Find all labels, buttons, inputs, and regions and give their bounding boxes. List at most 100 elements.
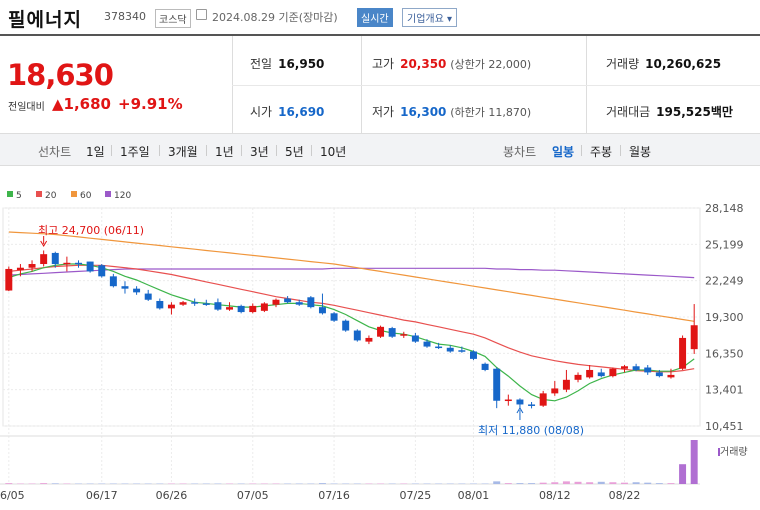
volume-bar: [621, 482, 628, 484]
volume-bar: [644, 482, 652, 484]
candle-body: [307, 297, 315, 308]
base-date: 2024.08.29 기준(장마감): [212, 11, 338, 24]
calendar-icon: [196, 9, 207, 20]
y-tick-label: 28,148: [705, 202, 744, 215]
period-1y[interactable]: 1년: [215, 145, 234, 159]
candle-body: [469, 351, 477, 359]
candle-body: [365, 337, 373, 342]
stat-high: 고가 20,350 (상한가 22,000): [372, 57, 532, 71]
candle-body: [562, 379, 570, 390]
candle-body: [679, 337, 687, 369]
candle-body: [574, 374, 582, 380]
diff-label: 전일대비: [8, 102, 45, 113]
volume-legend-mark: [718, 448, 720, 456]
max-arrow-head: [40, 240, 48, 247]
x-tick-label: 07/16: [318, 489, 350, 502]
realtime-button[interactable]: 실시간: [357, 8, 393, 27]
candle-body: [493, 368, 501, 401]
candle-body: [156, 300, 164, 309]
market-badge: 코스닥: [155, 9, 191, 28]
x-tick-label: 08/01: [458, 489, 490, 502]
candle-body: [86, 261, 94, 272]
period-10y[interactable]: 10년: [320, 145, 347, 159]
candle-body: [28, 264, 36, 268]
volume-label: 거래량: [720, 446, 748, 458]
period-bar: 선차트 1일 1주일 3개월 1년 3년 5년 10년 봉차트 일봉 주봉 월봉: [0, 134, 760, 166]
ma-line-ma20: [8, 264, 695, 373]
y-tick-label: 16,350: [705, 347, 744, 360]
candle-body: [51, 252, 59, 265]
y-tick-label: 22,249: [705, 275, 744, 288]
candle-body: [539, 393, 547, 406]
period-1w[interactable]: 1주일: [120, 145, 150, 159]
volume-bar: [504, 483, 512, 484]
candle-body: [284, 298, 292, 303]
candle-body: [16, 267, 24, 271]
candle-body: [377, 326, 385, 337]
candle-body: [191, 302, 199, 304]
company-info-dropdown[interactable]: 기업개요 ▾: [402, 8, 457, 27]
period-3m[interactable]: 3개월: [168, 145, 198, 159]
period-daily-candle[interactable]: 일봉: [552, 145, 575, 159]
volume-bar: [539, 482, 547, 484]
volume-bar: [551, 482, 559, 484]
legend-ma120: 120: [105, 191, 131, 201]
stat-open: 시가 16,690: [250, 105, 325, 119]
x-tick-label: 06/05: [0, 489, 25, 502]
candle-body: [528, 404, 536, 406]
price-summary: 18,630 전일대비 ▲1,680 +9.91% 전일 16,950 고가 20,…: [0, 34, 760, 134]
x-tick-label: 08/12: [539, 489, 571, 502]
period-monthly-candle[interactable]: 월봉: [629, 145, 652, 159]
candle-body: [516, 399, 524, 405]
candle-body: [400, 334, 408, 336]
period-3y[interactable]: 3년: [250, 145, 269, 159]
candle-body: [446, 347, 454, 352]
candle-body: [632, 366, 640, 370]
candle-body: [133, 288, 141, 293]
candle-body: [586, 369, 594, 378]
legend-ma5: 5: [7, 191, 22, 201]
ma-line-ma120: [8, 267, 695, 279]
candle-body: [435, 346, 443, 349]
x-tick-label: 06/26: [156, 489, 188, 502]
stat-prev-close: 전일 16,950: [250, 57, 325, 71]
candle-body: [353, 330, 361, 341]
stock-name: 필에너지: [8, 9, 82, 31]
volume-bar: [5, 483, 13, 484]
volume-bar: [586, 482, 594, 484]
ma-line-ma60: [8, 231, 695, 322]
volume-bar: [562, 481, 570, 484]
candle-body: [318, 307, 326, 314]
stat-volume: 거래량 10,260,625: [606, 57, 722, 71]
volume-bar: [667, 483, 675, 484]
candle-body: [272, 299, 280, 305]
candle-body: [214, 302, 222, 310]
max-price-annotation: 최고 24,700 (06/11): [38, 224, 145, 237]
volume-bar: [632, 482, 640, 484]
candle-chart-label: 봉차트: [503, 145, 537, 159]
period-1d[interactable]: 1일: [86, 145, 105, 159]
candle-body: [75, 262, 82, 265]
current-price: 18,630: [7, 58, 114, 92]
ma-line-ma5: [8, 263, 695, 402]
legend-ma60: 60: [71, 191, 91, 201]
candle-body: [63, 262, 71, 265]
candle-body: [295, 302, 303, 305]
period-weekly-candle[interactable]: 주봉: [590, 145, 613, 159]
candle-body: [388, 328, 396, 337]
y-tick-label: 25,199: [705, 238, 744, 251]
min-price-annotation: 최저 11,880 (08/08): [478, 424, 585, 437]
volume-bar: [40, 483, 48, 484]
candle-body: [481, 363, 489, 370]
period-5y[interactable]: 5년: [285, 145, 304, 159]
candle-body: [40, 254, 48, 265]
candle-body: [144, 293, 152, 300]
diff-value: ▲1,680: [52, 95, 111, 113]
candle-body: [202, 303, 210, 305]
min-arrow-head: [516, 407, 524, 414]
candle-body: [179, 302, 187, 305]
divider: [232, 85, 760, 86]
volume-bar: [609, 482, 617, 484]
y-tick-label: 10,451: [705, 420, 744, 433]
